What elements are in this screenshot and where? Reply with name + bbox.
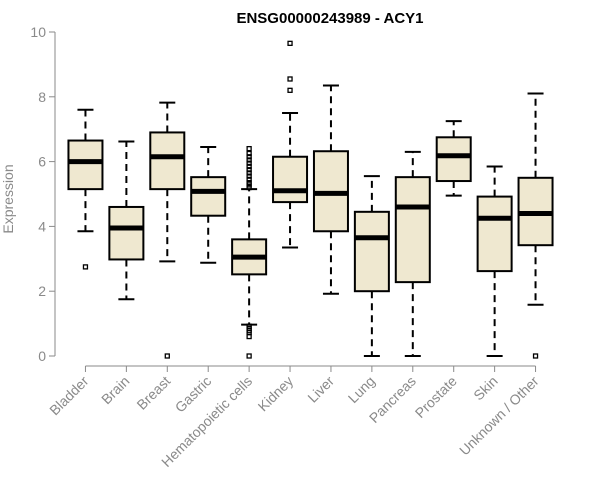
box-group-prostate	[435, 120, 472, 197]
y-tick-label: 8	[38, 89, 46, 105]
x-tick-label: Skin	[470, 373, 501, 404]
y-tick-label: 2	[38, 283, 46, 299]
x-tick-label: Kidney	[255, 373, 297, 415]
x-tick-label: Bladder	[46, 373, 92, 419]
outlier-point	[246, 176, 252, 183]
x-tick-label: Lung	[345, 373, 378, 406]
outlier-point	[532, 353, 539, 359]
box-group-skin	[476, 165, 513, 357]
x-tick-label: Prostate	[412, 373, 460, 421]
iqr-box	[67, 139, 104, 191]
outlier-point	[246, 323, 252, 329]
iqr-box	[190, 176, 227, 217]
box-group-breast	[149, 101, 186, 359]
box-group-liver	[312, 84, 349, 295]
outlier-point	[287, 87, 293, 93]
iqr-box	[149, 131, 186, 191]
y-tick-label: 6	[38, 154, 46, 170]
outlier-point	[246, 163, 252, 170]
x-tick-label: Brain	[98, 373, 132, 407]
y-axis: 0 2 4 6 8 10	[30, 24, 56, 364]
outlier-point	[246, 353, 252, 359]
y-tick-label: 0	[38, 348, 46, 364]
box-group-hematopoietic-cells	[231, 145, 268, 359]
box-group-bladder	[67, 108, 104, 270]
iqr-box	[435, 136, 472, 183]
outlier-point	[287, 40, 293, 46]
x-tick-label: Liver	[304, 373, 337, 406]
outlier-point	[246, 154, 252, 160]
iqr-box	[108, 205, 145, 261]
box-group-pancreas	[394, 150, 431, 357]
outlier-point	[246, 157, 252, 163]
outlier-point	[164, 353, 170, 359]
outlier-point	[82, 264, 89, 270]
x-tick-label: Breast	[133, 373, 173, 413]
outlier-point	[246, 173, 252, 179]
boxes-group	[67, 40, 554, 359]
box-group-kidney	[272, 40, 309, 249]
outlier-point	[246, 170, 252, 176]
box-group-gastric	[190, 146, 227, 264]
iqr-box	[353, 210, 390, 293]
outlier-point	[246, 145, 252, 152]
outlier-point	[246, 150, 252, 157]
box-group-lung	[353, 175, 390, 357]
outlier-point	[246, 167, 252, 173]
outlier-point	[287, 76, 293, 82]
y-tick-label: 4	[38, 218, 46, 234]
iqr-box	[476, 195, 513, 273]
y-tick-label: 10	[30, 24, 46, 40]
outlier-point	[246, 180, 252, 186]
iqr-box	[272, 155, 309, 204]
box-group-unknown-other	[517, 92, 554, 359]
y-axis-title: Expression	[0, 164, 16, 233]
outlier-point	[246, 160, 252, 166]
chart-title: ENSG00000243989 - ACY1	[236, 10, 423, 27]
iqr-box	[394, 176, 431, 284]
box-group-brain	[108, 140, 145, 301]
